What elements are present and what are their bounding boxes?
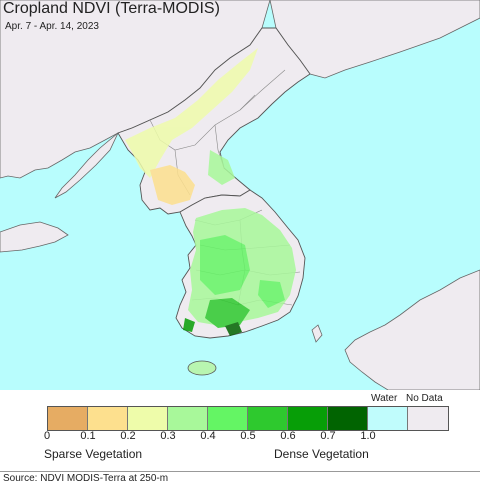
legend-swatch	[168, 407, 208, 430]
jeju-island	[187, 360, 217, 376]
legend-swatch	[368, 407, 408, 430]
legend-tick: 0.1	[80, 430, 96, 442]
map-date-range: Apr. 7 - Apr. 14, 2023	[5, 21, 99, 32]
legend-swatch	[248, 407, 288, 430]
legend-swatch	[88, 407, 128, 430]
japan-landmass	[344, 269, 480, 390]
legend: Water No Data 0 0.1 0.2 0.3 0.4 0.5 0.6 …	[0, 390, 480, 485]
legend-color-bar	[47, 406, 449, 431]
legend-tick: 0.3	[160, 430, 176, 442]
ndvi-map	[0, 0, 480, 390]
legend-swatch	[208, 407, 248, 430]
ndvi-vegetation-layer	[125, 48, 296, 336]
legend-dense-label: Dense Vegetation	[274, 447, 369, 461]
legend-tick: 0.5	[240, 430, 256, 442]
legend-tick: 0.7	[320, 430, 336, 442]
legend-swatch	[288, 407, 328, 430]
legend-tick: 0.6	[280, 430, 296, 442]
legend-tick: 0.2	[120, 430, 136, 442]
source-note: Source: NDVI MODIS-Terra at 250-m	[0, 471, 480, 485]
liaodong-peninsula	[54, 132, 119, 199]
legend-swatch	[328, 407, 368, 430]
map-title: Cropland NDVI (Terra-MODIS)	[3, 0, 220, 17]
legend-swatch	[128, 407, 168, 430]
legend-swatch	[408, 407, 448, 430]
legend-water-label: Water	[371, 393, 398, 404]
legend-tick: 1.0	[360, 430, 376, 442]
map-panel[interactable]	[0, 0, 480, 390]
tsushima-island	[311, 324, 323, 343]
legend-tick: 0.4	[200, 430, 216, 442]
legend-nodata-label: No Data	[406, 393, 443, 404]
legend-tick: 0	[43, 430, 51, 442]
legend-swatch	[48, 407, 88, 430]
shandong-peninsula	[0, 221, 69, 253]
legend-sparse-label: Sparse Vegetation	[44, 447, 143, 461]
